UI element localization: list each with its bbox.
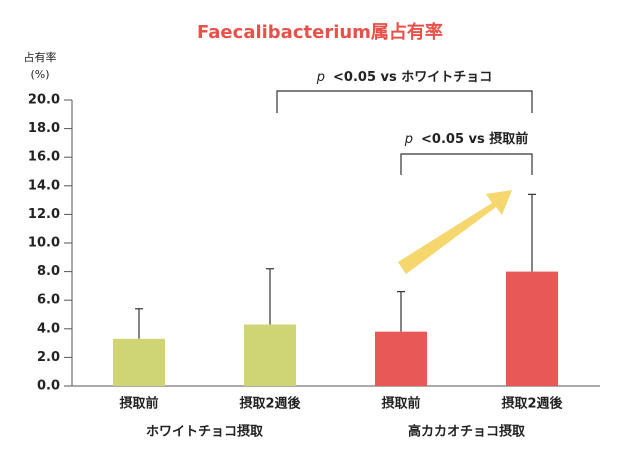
x-tick-label: 摂取2週後 [239, 396, 301, 412]
group-label: 高カカオチョコ摂取 [408, 424, 526, 440]
annotation: p <0.05 vs 摂取前 [404, 131, 529, 147]
y-tick-label: 14.0 [28, 178, 60, 193]
y-tick-label: 10.0 [28, 236, 60, 251]
bar [506, 271, 558, 386]
x-tick-label: 摂取前 [119, 396, 158, 412]
y-axis-label: 占有率 [24, 50, 57, 64]
bar [375, 331, 427, 386]
trend-arrow [398, 190, 512, 274]
y-tick-label: 8.0 [37, 264, 60, 279]
x-tick-label: 摂取前 [381, 396, 420, 412]
y-tick-label: 2.0 [37, 350, 60, 365]
bar [113, 338, 165, 386]
chart-title: Faecalibacterium属占有率 [197, 21, 443, 43]
significance-bracket [276, 90, 533, 113]
annotation-text: <0.05 vs 摂取前 [421, 131, 528, 147]
y-tick-label: 12.0 [28, 207, 60, 222]
bar [244, 324, 296, 386]
p-symbol: p [316, 70, 325, 85]
y-tick-label: 18.0 [28, 121, 60, 136]
group-label: ホワイトチョコ摂取 [146, 424, 264, 440]
y-tick-label: 16.0 [28, 150, 60, 165]
y-axis-label: (%) [30, 68, 49, 81]
annotation-text: <0.05 vs ホワイトチョコ [333, 70, 492, 85]
y-tick-label: 0.0 [37, 379, 60, 394]
x-tick-label: 摂取2週後 [501, 396, 563, 412]
y-tick-label: 20.0 [28, 93, 60, 108]
significance-bracket [400, 153, 533, 175]
y-tick-label: 4.0 [37, 321, 60, 336]
p-symbol: p [404, 132, 413, 147]
y-tick-label: 6.0 [37, 293, 60, 308]
annotation: p <0.05 vs ホワイトチョコ [316, 70, 493, 85]
